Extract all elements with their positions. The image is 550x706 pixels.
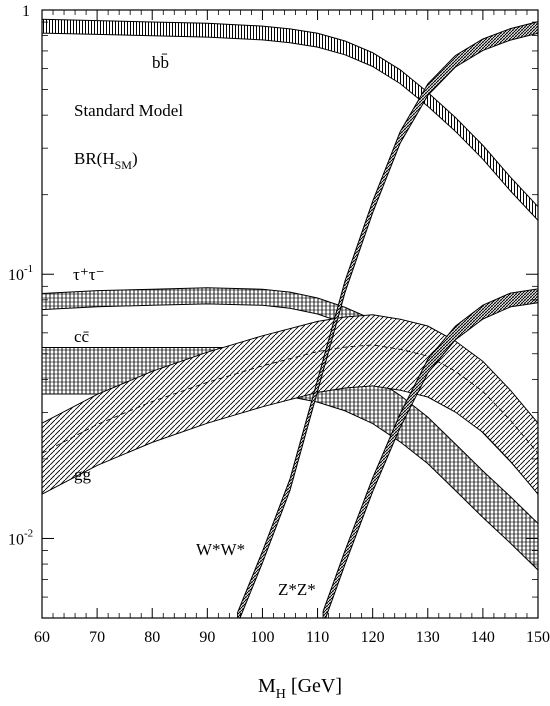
x-tick-label: 110 — [306, 629, 329, 646]
series-label-ww: W*W* — [196, 540, 245, 559]
plot-frame — [41, 9, 539, 619]
series-3-gg — [42, 314, 538, 495]
series-5-zz — [322, 288, 538, 618]
series-label-tautau: τ⁺τ⁻ — [73, 265, 105, 284]
br-prefix: BR(H — [74, 149, 115, 168]
series-label-cc: cc̄ — [74, 327, 90, 346]
x-tick-label: 140 — [471, 629, 495, 646]
x-axis-label-sub: H — [276, 687, 286, 702]
x-tick-label: 120 — [361, 629, 385, 646]
series-label-gg: gg — [74, 465, 92, 484]
series-4-ww — [237, 21, 538, 618]
series-label-zz: Z*Z* — [278, 580, 316, 599]
series-label-bb: bb̄ — [152, 53, 169, 72]
y-tick-label: 10-2 — [8, 527, 33, 548]
annotation-br-hsm: BR(HSM) — [74, 149, 138, 172]
x-tick-label: 90 — [199, 629, 215, 646]
series-band — [42, 314, 538, 495]
x-axis-label-main: M — [258, 675, 276, 697]
series-band — [42, 18, 538, 222]
y-tick-label: 10-1 — [8, 263, 33, 284]
series-central-line — [42, 344, 538, 454]
series-1-series — [42, 287, 538, 494]
x-tick-label: 70 — [89, 629, 105, 646]
x-tick-label: 100 — [250, 629, 274, 646]
series-band — [322, 288, 538, 618]
br-suffix: ) — [132, 149, 138, 168]
annotation-standard-model: Standard Model — [74, 101, 183, 120]
series-band — [42, 287, 538, 494]
y-tick-label: 1 — [22, 3, 30, 20]
x-axis-label-rest: [GeV] — [286, 675, 342, 697]
x-tick-label: 150 — [526, 629, 550, 646]
x-tick-label: 130 — [416, 629, 440, 646]
series-band — [237, 21, 538, 618]
x-axis-label: MH [GeV] — [258, 675, 342, 702]
x-tick-label: 80 — [144, 629, 160, 646]
br-subscript: SM — [115, 158, 133, 172]
x-tick-label: 60 — [34, 629, 50, 646]
series-0-bb — [42, 18, 538, 222]
